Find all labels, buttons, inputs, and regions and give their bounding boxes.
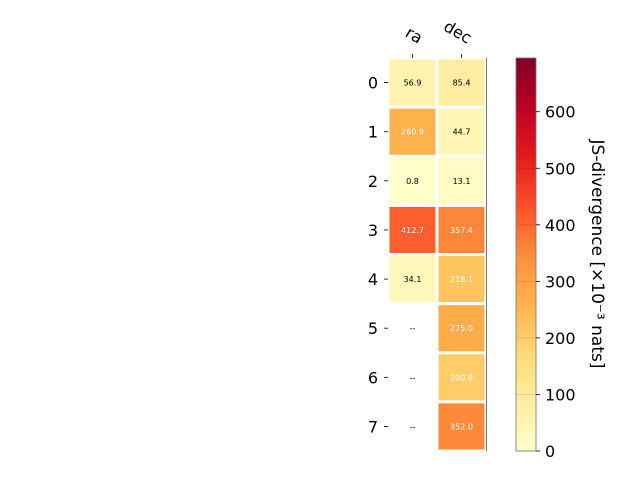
colorbar-gradient: [515, 57, 537, 452]
colorbar-tick-label: 600: [545, 103, 576, 122]
heatmap-cell: [389, 157, 436, 204]
row-label: 2: [368, 172, 378, 191]
heatmap-cell: [438, 403, 485, 450]
colorbar: 0 100 200 300 400 500 600 JS-divergence [×10⁻³…: [515, 57, 607, 461]
row-label: 1: [368, 123, 378, 142]
cell-value-label: 44.7: [453, 128, 471, 137]
cell-value-label: 357.4: [450, 226, 473, 235]
colorbar-tick-label: 300: [545, 272, 576, 291]
row-label: 7: [368, 417, 378, 436]
colorbar-ticks: 0 100 200 300 400 500 600: [516, 103, 576, 461]
cell-value-label: 200.8: [450, 373, 473, 382]
row-label: 6: [368, 368, 378, 387]
column-label: dec: [441, 17, 475, 48]
row-label: 4: [368, 270, 378, 289]
heatmap-cell: [389, 59, 436, 106]
cell-value-label: --: [410, 373, 416, 382]
colorbar-label: JS-divergence [×10⁻³ nats]: [587, 139, 607, 369]
heatmap-cell: [438, 108, 485, 155]
row-label: 0: [368, 74, 378, 93]
cell-value-label: 56.9: [404, 79, 422, 88]
colorbar-tick-label: 0: [545, 442, 555, 461]
colorbar-tick-label: 400: [545, 216, 576, 235]
row-label: 3: [368, 221, 378, 240]
colorbar-tick-label: 100: [545, 385, 576, 404]
cell-value-label: 34.1: [404, 275, 422, 284]
heatmap-cell: [438, 206, 485, 253]
row-labels: 0 1 2 3 4 5 6 7: [368, 74, 388, 436]
column-label: ra: [402, 23, 426, 48]
heatmap-cell: [438, 59, 485, 106]
cell-value-label: 260.9: [401, 128, 424, 137]
colorbar-tick-label: 200: [545, 329, 576, 348]
heatmap-cell: [389, 206, 436, 253]
heatmap-cell: [438, 354, 485, 401]
heatmap-cell: [438, 305, 485, 352]
cell-value-label: 85.4: [453, 79, 471, 88]
heatmap-cell: [389, 108, 436, 155]
heatmap-cell: [389, 256, 436, 303]
cell-value-label: 412.7: [401, 226, 424, 235]
cell-value-label: 13.1: [453, 177, 471, 186]
row-label: 5: [368, 319, 378, 338]
cell-value-label: --: [410, 422, 416, 431]
cell-value-label: 352.0: [450, 422, 473, 431]
column-labels: ra dec: [402, 17, 475, 58]
cell-value-label: 218.1: [450, 275, 473, 284]
heatmap-cells: 56.9 85.4 260.9 44.7 0.8 13.1 412.7 357.4 34.1 21…: [389, 59, 485, 450]
heatmap-cell: [438, 157, 485, 204]
cell-value-label: 275.0: [450, 324, 473, 333]
cell-value-label: --: [410, 324, 416, 333]
heatmap-cell: [438, 256, 485, 303]
cell-value-label: 0.8: [406, 177, 419, 186]
colorbar-tick-label: 500: [545, 159, 576, 178]
